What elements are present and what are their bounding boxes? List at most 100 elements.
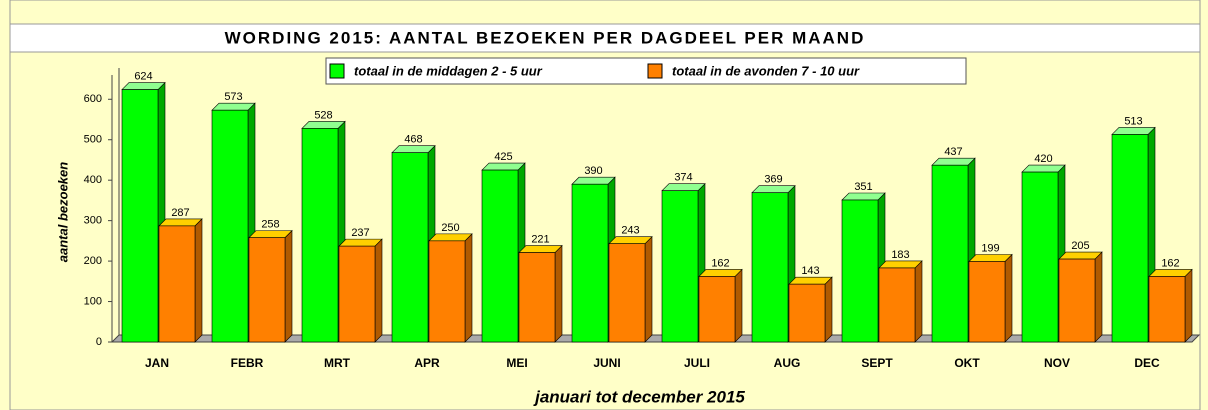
bar <box>121 89 159 343</box>
bar-top <box>571 176 616 185</box>
bar <box>1148 276 1186 343</box>
bar-top <box>841 192 886 201</box>
y-tick-label: 100 <box>84 295 102 307</box>
bar-top <box>788 276 833 285</box>
bar <box>481 169 519 343</box>
bar <box>608 243 646 343</box>
y-tick-label: 600 <box>84 93 102 105</box>
value-label: 143 <box>801 265 819 277</box>
legend-swatch <box>329 63 345 79</box>
bar-side <box>374 238 383 343</box>
value-label: 237 <box>351 227 369 239</box>
value-label: 199 <box>981 242 999 254</box>
bar <box>661 190 699 343</box>
bar-top <box>751 185 796 194</box>
bar-top <box>158 218 203 227</box>
bar-top <box>1058 251 1103 260</box>
title-box <box>9 23 1201 53</box>
x-tick-label: DEC <box>1134 356 1160 370</box>
bar <box>1111 134 1149 343</box>
bar <box>428 240 466 343</box>
bar-top <box>211 102 256 111</box>
bar <box>878 267 916 343</box>
bar-top <box>248 230 293 238</box>
bar-top <box>608 236 653 244</box>
bar-top <box>661 183 706 191</box>
y-tick-label: 500 <box>84 134 102 146</box>
bar <box>788 283 826 343</box>
bar-side <box>464 233 473 343</box>
bar <box>338 245 376 343</box>
x-tick-label: MEI <box>506 356 527 370</box>
x-tick-label: JAN <box>145 356 169 370</box>
value-label: 374 <box>674 172 692 184</box>
y-tick-label: 400 <box>84 174 102 186</box>
floor <box>110 334 1201 343</box>
value-label: 573 <box>224 91 242 103</box>
chart-title: WORDING 2015: AANTAL BEZOEKEN PER DAGDEE… <box>225 28 866 47</box>
bar-top <box>518 245 563 253</box>
value-label: 369 <box>764 174 782 186</box>
x-tick-label: JUNI <box>593 356 620 370</box>
bar <box>301 128 339 343</box>
legend-label: totaal in de avonden 7 - 10 uur <box>672 63 860 78</box>
value-label: 513 <box>1124 115 1142 127</box>
value-label: 624 <box>134 70 152 82</box>
bar-side <box>194 218 203 343</box>
bar-side <box>644 235 653 343</box>
value-label: 258 <box>261 219 279 231</box>
x-tick-label: FEBR <box>231 356 264 370</box>
bar-side <box>824 276 833 343</box>
bar-top <box>698 269 743 277</box>
bar-side <box>914 260 923 343</box>
value-label: 420 <box>1034 153 1052 165</box>
bar <box>841 199 879 343</box>
legend <box>325 57 967 85</box>
bar <box>211 109 249 343</box>
bar <box>1058 258 1096 343</box>
value-label: 243 <box>621 225 639 237</box>
bar-side <box>554 244 563 343</box>
x-tick-label: SEPT <box>861 356 893 370</box>
bar-top <box>931 157 976 166</box>
value-label: 468 <box>404 134 422 146</box>
bar-top <box>481 162 526 171</box>
legend-swatch <box>647 63 663 79</box>
bar <box>1021 171 1059 343</box>
bar-side <box>1094 251 1103 343</box>
bar <box>751 192 789 343</box>
bar <box>931 164 969 343</box>
bar-top <box>391 145 436 153</box>
x-tick-label: APR <box>414 356 440 370</box>
value-label: 221 <box>531 234 549 246</box>
bar <box>698 276 736 343</box>
bar-top <box>428 233 473 242</box>
bar-top <box>1111 127 1156 135</box>
bar-top <box>301 121 346 129</box>
value-label: 287 <box>171 207 189 219</box>
x-tick-label: MRT <box>324 356 351 370</box>
y-tick-label: 300 <box>84 215 102 227</box>
value-label: 162 <box>711 257 729 269</box>
y-tick-label: 0 <box>96 336 102 348</box>
bar-side <box>734 268 743 343</box>
y-axis-label: aantal bezoeken <box>55 162 70 262</box>
bar <box>968 261 1006 343</box>
bar-top <box>1148 269 1193 277</box>
x-tick-label: OKT <box>954 356 980 370</box>
bar <box>518 252 556 343</box>
value-label: 425 <box>494 151 512 163</box>
bar <box>571 183 609 343</box>
value-label: 390 <box>584 165 602 177</box>
bar <box>391 152 429 343</box>
value-label: 437 <box>944 146 962 158</box>
x-tick-label: AUG <box>774 356 801 370</box>
value-label: 183 <box>891 249 909 261</box>
bar-top <box>968 254 1013 262</box>
x-tick-label: NOV <box>1044 356 1070 370</box>
bar-side <box>1004 253 1013 343</box>
value-label: 250 <box>441 222 459 234</box>
bar-top <box>878 260 923 269</box>
bar <box>248 237 286 343</box>
